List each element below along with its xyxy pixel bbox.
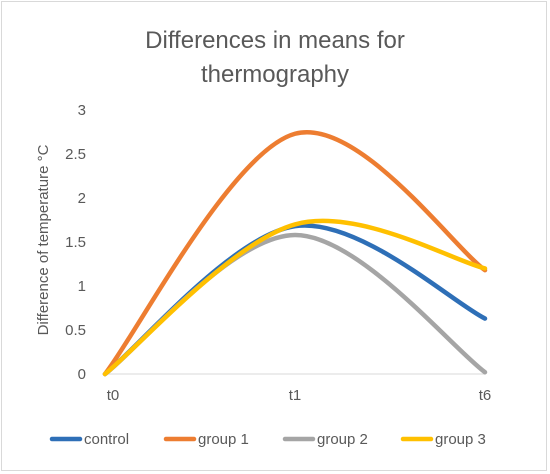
x-axis-ticks: t0 t1 t6	[107, 387, 492, 404]
legend-label: group 1	[198, 431, 249, 448]
series-line-group-2	[102, 232, 488, 377]
y-tick-label: 1	[78, 278, 86, 295]
legend-label: control	[84, 431, 129, 448]
y-tick-label: 3	[78, 102, 86, 119]
chart-title: Differences in means for thermography	[0, 24, 550, 92]
y-tick-label: 1.5	[65, 234, 86, 251]
x-tick-label: t0	[107, 387, 120, 404]
y-axis-label: Difference of temperature °C	[35, 144, 52, 335]
y-tick-label: 2	[78, 190, 86, 207]
series-lines	[102, 129, 488, 377]
y-tick-label: 0	[78, 366, 86, 383]
chart-title-line-2: thermography	[200, 61, 350, 88]
legend-label: group 2	[317, 431, 368, 448]
y-axis-ticks: 0 0.5 1 1.5 2 2.5 3	[65, 102, 86, 383]
series-line-group-3	[102, 218, 488, 377]
legend: control group 1 group 2 group 3	[49, 431, 486, 448]
x-tick-label: t6	[479, 387, 492, 404]
chart-title-line-1: Differences in means for	[145, 27, 405, 54]
y-tick-label: 0.5	[65, 322, 86, 339]
series-line-group-1	[102, 129, 488, 377]
y-tick-label: 2.5	[65, 146, 86, 163]
x-tick-label: t1	[289, 387, 302, 404]
legend-label: group 3	[435, 431, 486, 448]
